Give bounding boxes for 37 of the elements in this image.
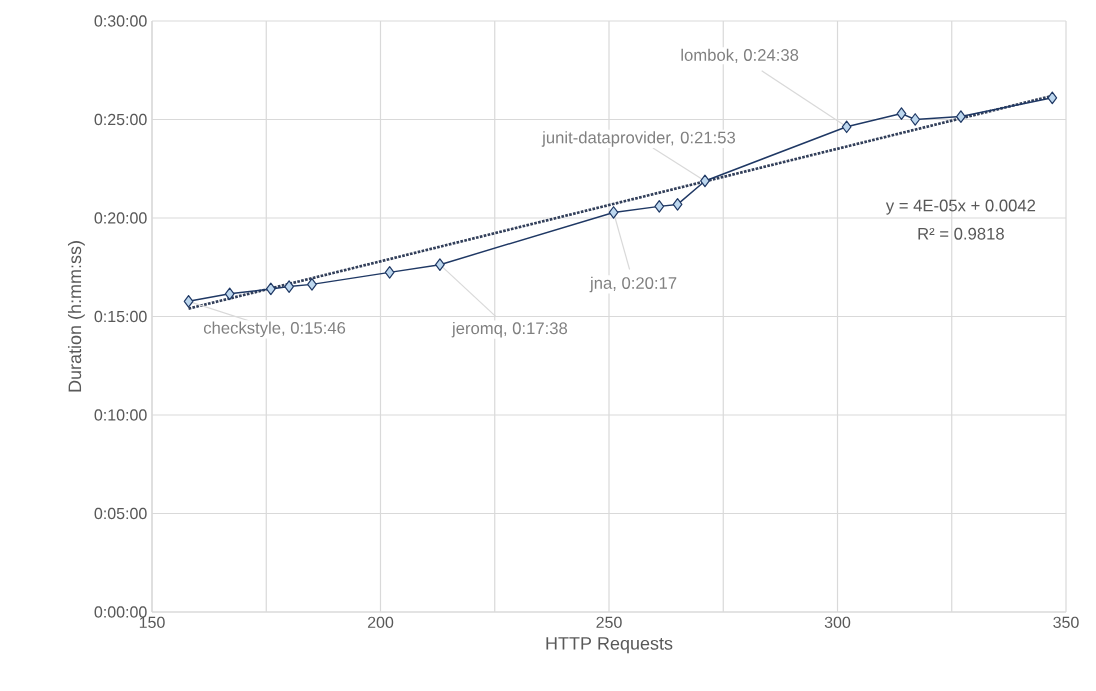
annotation: junit-dataprovider, 0:21:53 — [541, 131, 736, 147]
point — [896, 107, 907, 120]
point — [672, 198, 683, 211]
y-tick-label: 0:30:00 — [94, 15, 147, 27]
y-tick-label: 0:15:00 — [94, 310, 147, 323]
x-tick-label: 200 — [367, 616, 394, 629]
point — [955, 110, 966, 123]
x-axis-title: HTTP Requests — [546, 637, 673, 654]
annotation: jeromq, 0:17:38 — [451, 321, 568, 338]
point — [307, 278, 317, 291]
y-axis-title: Duration (h:mm:ss) — [67, 241, 85, 392]
y-tick-label: 0:00:00 — [94, 606, 147, 618]
point — [910, 113, 921, 126]
point — [1047, 91, 1058, 105]
point — [284, 280, 295, 293]
point — [654, 200, 665, 213]
annotation: y = 4E-05x + 0.0042 — [885, 199, 1036, 215]
y-tick-label: 0:25:00 — [94, 113, 147, 126]
point — [608, 206, 619, 219]
point — [384, 266, 395, 279]
point — [183, 294, 194, 308]
x-tick-label: 300 — [824, 616, 851, 629]
y-tick-label: 0:05:00 — [94, 507, 147, 520]
annotation: jna, 0:20:17 — [589, 276, 677, 293]
y-tick-label: 0:10:00 — [94, 409, 147, 421]
y-tick-label: 0:20:00 — [94, 212, 147, 224]
x-tick-label: 150 — [139, 616, 165, 629]
point — [224, 287, 235, 301]
x-tick-label: 250 — [596, 616, 622, 629]
annotation: lombok, 0:24:38 — [681, 48, 799, 63]
annotation: R² = 0.9818 — [918, 227, 1004, 240]
point — [265, 282, 276, 296]
point — [435, 258, 445, 272]
point — [841, 120, 852, 134]
annotation: checkstyle, 0:15:46 — [203, 321, 346, 338]
point — [700, 174, 710, 188]
x-tick-label: 350 — [1053, 616, 1079, 629]
